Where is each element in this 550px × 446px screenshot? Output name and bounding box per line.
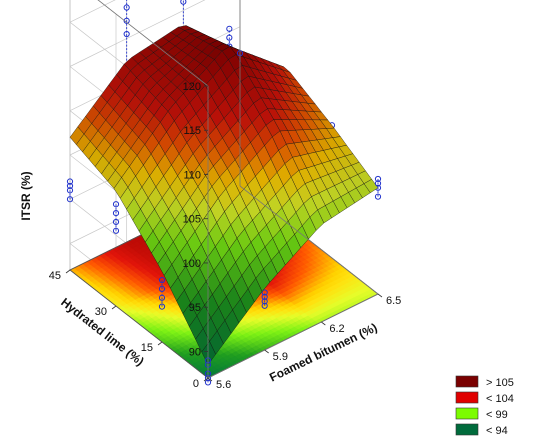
- observation-point: [374, 193, 382, 200]
- observation-point: [158, 303, 166, 310]
- legend-label: < 104: [486, 393, 514, 405]
- observation-point: [66, 178, 74, 185]
- observation-point: [112, 209, 120, 217]
- observation-point: [158, 285, 166, 293]
- x-tick-mark: [264, 349, 269, 354]
- observation-point: [180, 0, 187, 5]
- z-tick-label: 110: [183, 169, 201, 181]
- legend-label: > 105: [486, 377, 514, 389]
- observation-point: [158, 294, 166, 301]
- y-tick-mark: [203, 377, 209, 382]
- box-edge: [207, 293, 379, 379]
- x-tick-mark: [321, 321, 326, 326]
- legend-label: < 99: [486, 409, 508, 421]
- z-tick-label: 120: [183, 81, 201, 93]
- observation-point: [226, 34, 233, 41]
- observation-point: [66, 196, 74, 203]
- observation-point: [112, 201, 120, 208]
- observation-point: [374, 175, 382, 183]
- y-tick-label: 0: [193, 378, 199, 390]
- response-surface: [69, 25, 379, 366]
- observation-point: [123, 4, 130, 11]
- observation-point: [66, 187, 74, 194]
- box-edge: [97, 0, 209, 87]
- z-tick-label: 95: [189, 302, 201, 314]
- observation-point: [112, 227, 120, 234]
- z-tick-label: 105: [183, 214, 201, 226]
- y-tick-mark: [111, 305, 117, 310]
- box-edge: [239, 185, 379, 295]
- x-tick-label: 6.5: [386, 295, 401, 307]
- observation-point: [123, 30, 130, 38]
- observation-point: [226, 25, 233, 32]
- observation-point: [261, 293, 268, 301]
- x-tick-mark: [207, 377, 213, 382]
- x-tick-label: 5.9: [273, 351, 288, 363]
- legend-swatch: [455, 407, 479, 420]
- z-tick-label: 100: [183, 258, 201, 270]
- observation-point: [204, 379, 212, 386]
- z-axis-label: ITSR (%): [19, 171, 33, 220]
- axis-ticks: 90 95 100 105 110 115 120 0 15 30 45 5.6 5.9 6.2 6.5: [49, 81, 402, 391]
- legend-swatch: [455, 423, 479, 436]
- observation-point: [158, 276, 166, 284]
- legend-swatch: [455, 391, 479, 404]
- y-tick-label: 30: [95, 306, 107, 318]
- y-tick-mark: [65, 269, 71, 274]
- observation-point: [261, 289, 268, 296]
- observation-point: [261, 298, 268, 305]
- observation-point: [374, 180, 382, 187]
- y-tick-mark: [157, 341, 163, 346]
- legend: > 105 < 104 < 99 < 94: [455, 375, 514, 437]
- x-tick-mark: [377, 293, 383, 298]
- y-tick-label: 45: [49, 270, 61, 282]
- x-tick-label: 5.6: [216, 379, 231, 391]
- legend-swatch: [455, 375, 479, 388]
- x-tick-label: 6.2: [329, 323, 344, 335]
- z-tick-label: 90: [189, 346, 201, 358]
- observation-point: [112, 218, 120, 226]
- z-tick-label: 115: [183, 125, 201, 137]
- observation-point: [66, 182, 74, 190]
- observation-point: [261, 302, 268, 309]
- y-tick-label: 15: [141, 342, 153, 354]
- legend-label: < 94: [486, 425, 508, 437]
- box-front-edges: [97, 0, 379, 379]
- surface-cell: [201, 340, 216, 366]
